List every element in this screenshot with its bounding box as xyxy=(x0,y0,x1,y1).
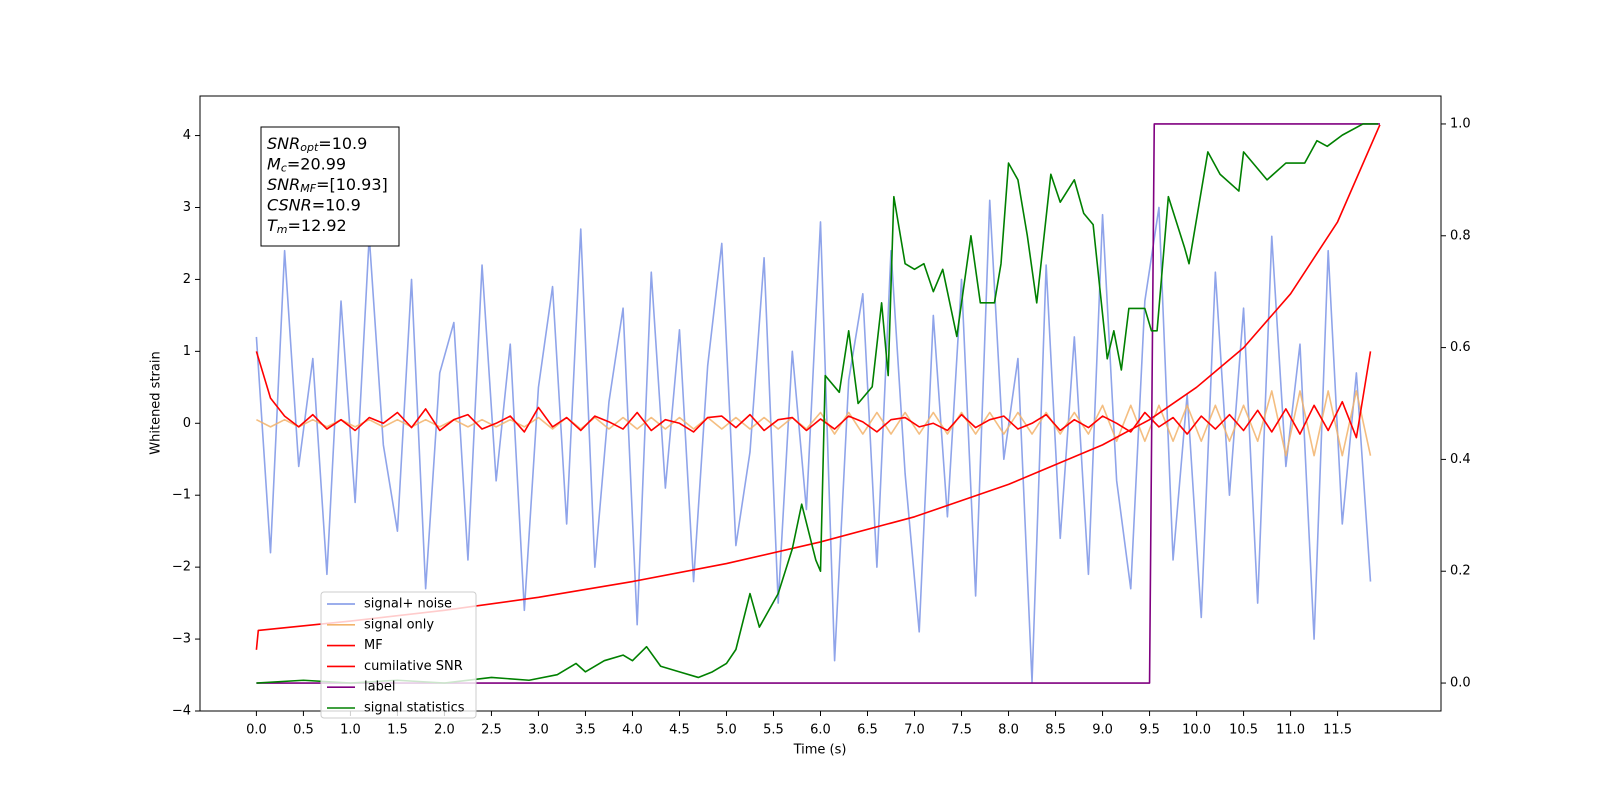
x-tick-label: 1.0 xyxy=(340,723,361,738)
series-line xyxy=(256,123,1379,684)
y-tick-label: −2 xyxy=(172,560,191,575)
x-tick-label: 10.0 xyxy=(1182,723,1211,738)
legend-label: signal only xyxy=(364,617,434,632)
y-tick-label: 1 xyxy=(183,344,191,359)
x-tick-label: 11.5 xyxy=(1323,723,1352,738)
y2-tick-label: 0.6 xyxy=(1450,340,1471,355)
annotation-value: =12.92 xyxy=(288,216,347,235)
x-tick-label: 5.5 xyxy=(763,723,784,738)
annotation-symbol: SNR xyxy=(267,134,300,153)
series-line xyxy=(256,123,1380,684)
y-tick-label: 3 xyxy=(183,200,191,215)
y2-tick-label: 0.0 xyxy=(1450,676,1471,691)
x-tick-label: 7.5 xyxy=(951,723,972,738)
x-tick-label: 2.5 xyxy=(481,723,502,738)
annotation-symbol: T xyxy=(267,216,278,235)
x-axis-label: Time (s) xyxy=(793,743,847,758)
legend-label: cumilative SNR xyxy=(364,659,463,674)
x-tick-label: 7.0 xyxy=(904,723,925,738)
y-tick-label: 0 xyxy=(183,416,191,431)
annotation-symbol: CSNR xyxy=(267,195,312,214)
x-tick-label: 10.5 xyxy=(1229,723,1258,738)
series-line xyxy=(255,199,1372,684)
x-tick-label: 5.0 xyxy=(716,723,737,738)
annotation-line: Tm=12.92 xyxy=(267,216,347,237)
x-tick-label: 6.5 xyxy=(857,723,878,738)
legend-label: signal+ noise xyxy=(364,597,452,612)
x-tick-label: 0.5 xyxy=(293,723,314,738)
y-tick-label: 2 xyxy=(183,272,191,287)
annotation-line: SNRMF=[10.93] xyxy=(267,175,388,196)
y-tick-label: −3 xyxy=(172,632,191,647)
annotation-value: =20.99 xyxy=(287,154,346,173)
x-tick-label: 6.0 xyxy=(810,723,831,738)
y-tick-label: −1 xyxy=(172,488,191,503)
y2-tick-label: 0.8 xyxy=(1450,228,1471,243)
annotation-subscript: MF xyxy=(300,182,316,195)
x-tick-label: 4.5 xyxy=(669,723,690,738)
annotation-symbol: SNR xyxy=(267,175,300,194)
x-tick-label: 0.0 xyxy=(246,723,267,738)
legend-label: signal statistics xyxy=(364,701,465,716)
legend-label: MF xyxy=(364,638,383,653)
y2-tick-label: 0.2 xyxy=(1450,564,1471,579)
y-axis-label: Whitened strain xyxy=(149,351,164,454)
x-tick-label: 1.5 xyxy=(387,723,408,738)
x-tick-label: 3.0 xyxy=(528,723,549,738)
x-tick-label: 4.0 xyxy=(622,723,643,738)
annotation-box xyxy=(260,126,400,247)
annotation-value: =10.9 xyxy=(312,195,361,214)
x-tick-label: 8.0 xyxy=(998,723,1019,738)
x-tick-label: 9.5 xyxy=(1139,723,1160,738)
series-line xyxy=(255,351,1372,439)
annotation-subscript: c xyxy=(281,162,287,175)
y2-tick-label: 0.4 xyxy=(1450,452,1471,467)
series-line xyxy=(256,390,1372,457)
annotation-value: =[10.93] xyxy=(316,175,388,194)
x-tick-label: 11.0 xyxy=(1276,723,1305,738)
y2-tick-label: 1.0 xyxy=(1450,116,1471,131)
annotation-value: =10.9 xyxy=(318,134,367,153)
x-tick-label: 8.5 xyxy=(1045,723,1066,738)
annotation-symbol: M xyxy=(267,154,281,173)
y-tick-label: −4 xyxy=(172,704,191,719)
annotation-line: CSNR=10.9 xyxy=(267,195,361,214)
legend-box xyxy=(320,591,477,719)
annotation-line: Mc=20.99 xyxy=(267,154,346,175)
annotation-line: SNRopt=10.9 xyxy=(267,134,367,155)
x-tick-label: 9.0 xyxy=(1092,723,1113,738)
legend-label: label xyxy=(364,680,395,695)
x-tick-label: 2.0 xyxy=(434,723,455,738)
y-tick-label: 4 xyxy=(183,128,191,143)
annotation-subscript: opt xyxy=(300,141,319,154)
x-tick-label: 3.5 xyxy=(575,723,596,738)
annotation-subscript: m xyxy=(277,223,288,236)
